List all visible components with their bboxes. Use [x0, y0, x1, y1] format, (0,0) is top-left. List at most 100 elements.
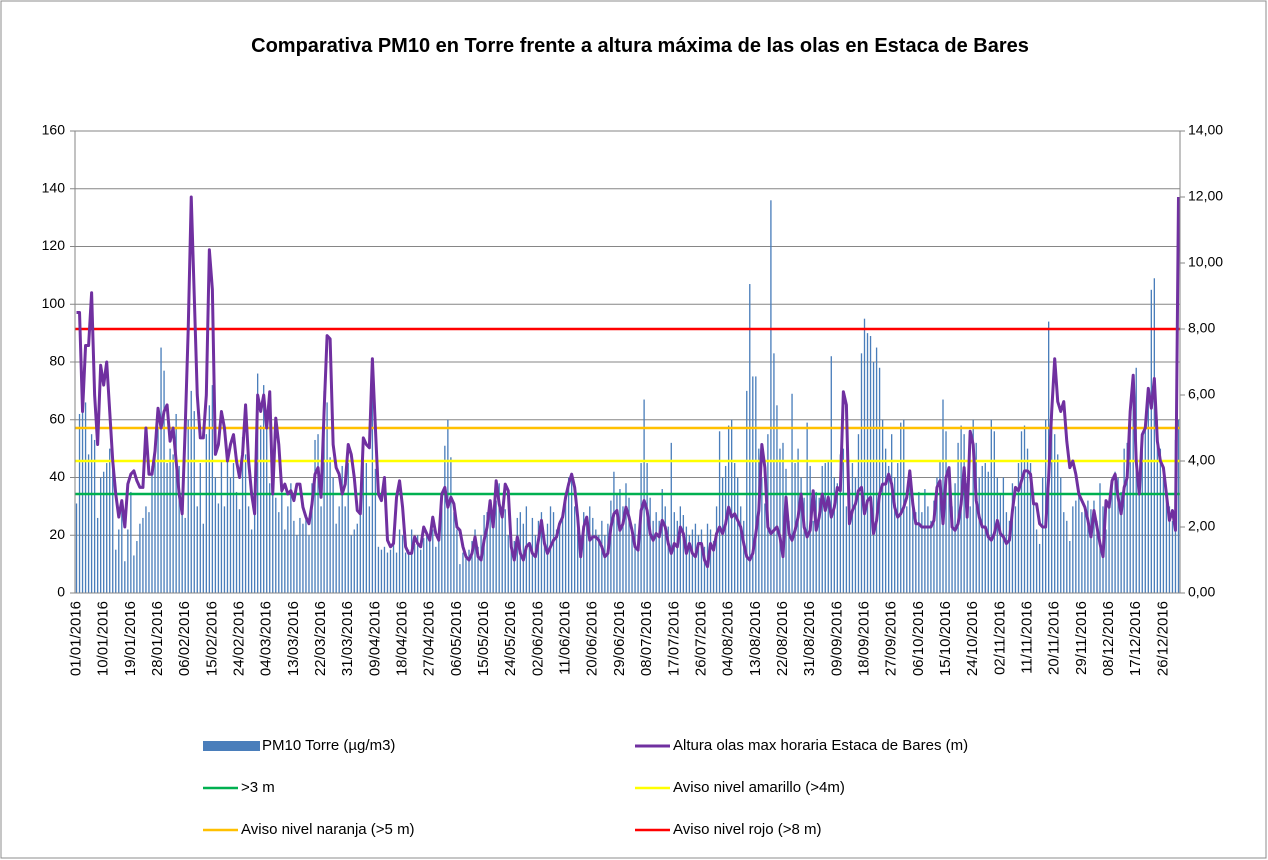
y-tick-label: 40 — [49, 468, 65, 484]
bar — [821, 465, 823, 593]
bar — [465, 558, 467, 593]
y-tick-label: 100 — [42, 295, 66, 311]
bar — [951, 506, 953, 593]
bar — [1120, 491, 1122, 593]
y-tick-label: 20 — [49, 526, 65, 542]
bar — [1096, 520, 1098, 593]
bar — [1162, 477, 1165, 593]
bar — [607, 523, 609, 593]
y2-tick-label: 12,00 — [1188, 188, 1223, 204]
bar — [918, 491, 920, 593]
bar — [854, 477, 857, 593]
bar — [329, 457, 331, 593]
bar — [287, 506, 289, 593]
bar — [561, 512, 564, 593]
x-tick-label: 11/11/2016 — [1019, 601, 1036, 674]
bar — [999, 494, 1002, 593]
bar — [199, 463, 201, 593]
bar — [1159, 448, 1162, 593]
bar — [423, 538, 425, 593]
bar — [839, 454, 842, 593]
bar — [948, 477, 950, 593]
bar — [148, 512, 150, 593]
bar — [703, 546, 706, 593]
bar — [658, 520, 660, 593]
bar — [278, 512, 280, 593]
bar — [513, 541, 515, 593]
bar — [990, 419, 992, 593]
bar — [803, 497, 805, 593]
bar — [93, 439, 96, 593]
bar — [226, 454, 229, 593]
y-tick-label: 160 — [42, 122, 66, 138]
bar — [616, 494, 618, 593]
bar — [1084, 509, 1086, 593]
y-tick-label: 120 — [42, 237, 66, 253]
bar — [184, 517, 186, 593]
bar — [84, 402, 87, 593]
bar — [504, 509, 506, 593]
bar — [371, 390, 374, 593]
bar — [1177, 419, 1180, 593]
bar — [492, 520, 494, 593]
bar — [1090, 509, 1092, 593]
bar — [383, 546, 386, 593]
legend-label: Aviso nivel rojo (>8 m) — [673, 821, 822, 838]
bar — [1135, 367, 1137, 593]
bar — [178, 465, 180, 593]
bar — [244, 454, 247, 593]
bar — [673, 512, 675, 593]
bar — [580, 535, 582, 593]
bar — [1171, 520, 1174, 593]
bar — [592, 517, 594, 593]
bar — [848, 489, 851, 593]
bar — [90, 434, 93, 593]
x-tick-label: 17/12/2016 — [1127, 601, 1144, 676]
bar — [498, 483, 500, 593]
bar — [875, 347, 878, 593]
bar — [417, 535, 419, 593]
x-tick-label: 19/01/2016 — [122, 601, 139, 676]
bar — [884, 448, 887, 593]
bar — [806, 422, 808, 593]
bar — [426, 535, 428, 593]
bar — [833, 477, 835, 593]
bar — [827, 460, 829, 593]
bar — [1008, 520, 1011, 593]
y-tick-label: 140 — [42, 179, 66, 195]
bar — [842, 448, 845, 593]
bar — [939, 460, 941, 593]
bar — [1150, 289, 1152, 593]
bar — [863, 318, 866, 593]
bar — [380, 549, 383, 593]
bar — [969, 506, 971, 593]
bar — [142, 517, 144, 593]
bar — [407, 549, 410, 593]
legend-swatch — [203, 741, 260, 751]
bar — [676, 520, 678, 593]
bar — [398, 529, 401, 593]
bar — [435, 546, 437, 593]
bar — [830, 356, 832, 593]
bar — [942, 399, 944, 593]
bar — [1005, 512, 1008, 593]
bar — [160, 347, 162, 593]
bar — [752, 376, 754, 593]
bar — [866, 333, 869, 593]
bar — [247, 506, 250, 593]
bar — [96, 517, 99, 593]
bar — [788, 520, 790, 593]
bar — [130, 491, 132, 593]
bar — [314, 439, 316, 593]
x-tick-label: 15/10/2016 — [937, 601, 954, 676]
x-tick-label: 06/05/2016 — [448, 601, 465, 676]
bar — [260, 425, 262, 593]
bar — [610, 500, 612, 593]
bar — [1060, 477, 1062, 593]
bar — [299, 517, 301, 593]
bar — [112, 457, 114, 593]
bar — [954, 483, 956, 593]
bar — [1066, 520, 1068, 593]
bar — [552, 512, 555, 593]
